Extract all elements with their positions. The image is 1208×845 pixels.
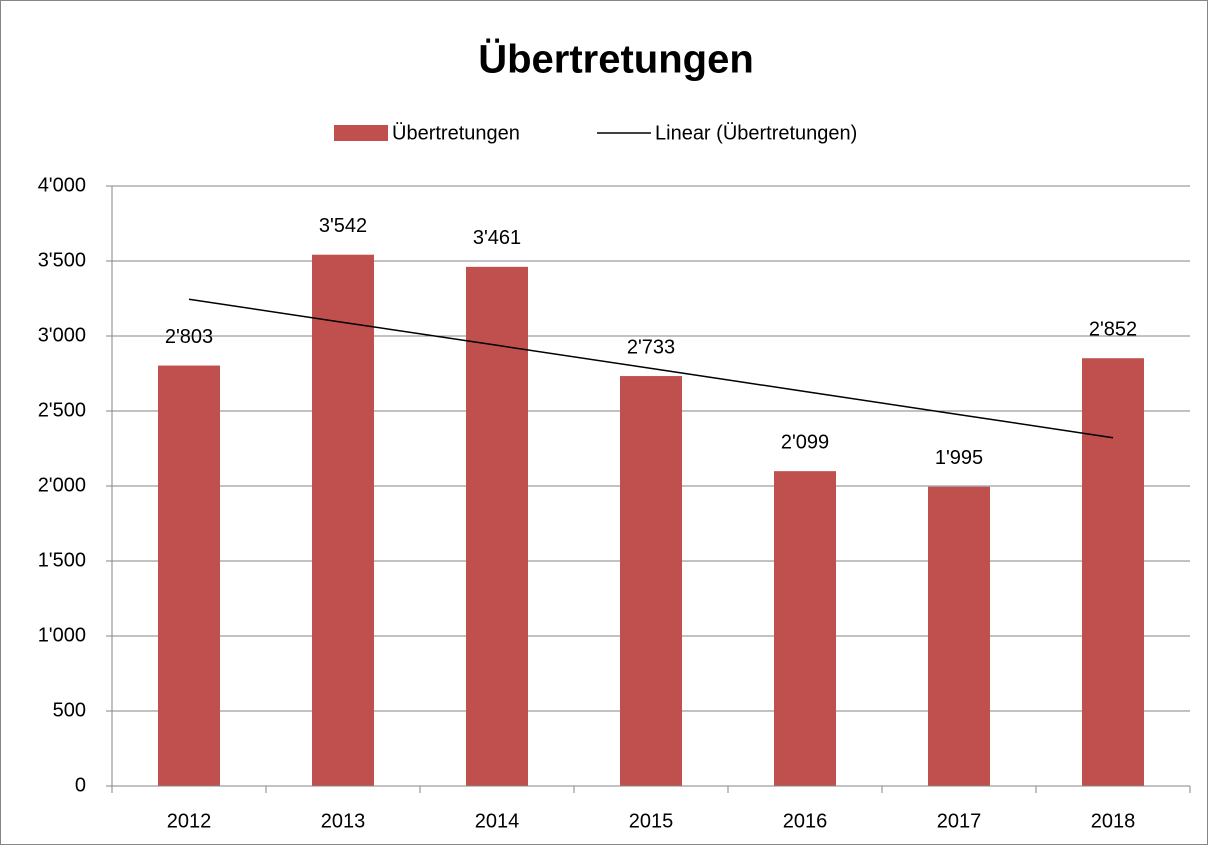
- data-label: 3'542: [319, 215, 367, 237]
- legend-label: Linear (Übertretungen): [655, 122, 857, 144]
- bar: [466, 266, 528, 787]
- chart-title: Übertretungen: [478, 37, 754, 82]
- bar: [774, 471, 836, 786]
- data-label: 2'733: [627, 336, 675, 358]
- bar: [620, 376, 682, 786]
- data-label: 2'803: [165, 326, 213, 348]
- y-tick-label: 2'500: [38, 399, 86, 421]
- y-tick-label: 0: [75, 774, 86, 796]
- y-tick-label: 4'000: [38, 174, 86, 196]
- y-tick-label: 1'500: [38, 549, 86, 571]
- x-tick-label: 2017: [937, 810, 982, 832]
- bar: [312, 254, 374, 786]
- y-tick-label: 3'500: [38, 249, 86, 271]
- y-tick-label: 1'000: [38, 624, 86, 646]
- data-label: 3'461: [473, 227, 521, 249]
- y-tick-label: 2'000: [38, 474, 86, 496]
- x-tick-label: 2012: [167, 810, 212, 832]
- legend-swatch: [334, 125, 388, 141]
- data-label: 2'852: [1089, 318, 1137, 340]
- x-tick-label: 2016: [783, 810, 828, 832]
- x-tick-label: 2018: [1091, 810, 1136, 832]
- legend-label: Übertretungen: [392, 122, 520, 144]
- bar: [158, 365, 220, 786]
- y-tick-label: 3'000: [38, 324, 86, 346]
- data-label: 1'995: [935, 447, 983, 469]
- x-tick-label: 2015: [629, 810, 674, 832]
- data-label: 2'099: [781, 431, 829, 453]
- x-tick-label: 2014: [475, 810, 520, 832]
- y-tick-label: 500: [53, 699, 86, 721]
- trend-line: [188, 298, 1114, 439]
- x-tick-label: 2013: [321, 810, 366, 832]
- bar: [928, 486, 990, 786]
- bar: [1082, 358, 1144, 786]
